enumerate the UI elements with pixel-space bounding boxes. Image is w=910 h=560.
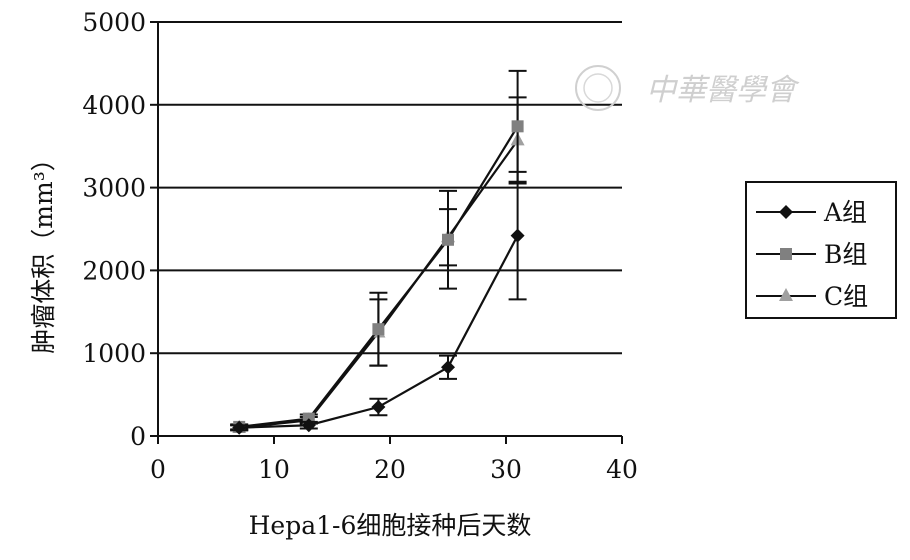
data-point xyxy=(371,400,386,415)
y-tick-label-3000: 3000 xyxy=(82,174,146,203)
series-1 xyxy=(230,170,527,435)
legend: A组 B组 C组 xyxy=(745,181,897,319)
y-axis-title: 肿瘤体积（mm³） xyxy=(29,146,58,353)
y-tick-label-5000: 5000 xyxy=(82,8,146,37)
data-point xyxy=(372,323,385,336)
series-line xyxy=(239,139,519,429)
data-point xyxy=(232,420,247,435)
axes xyxy=(150,21,623,444)
legend-box xyxy=(745,181,897,319)
data-point xyxy=(441,360,455,375)
y-tick-label-4000: 4000 xyxy=(82,91,146,120)
y-tick-label-2000: 2000 xyxy=(82,256,146,285)
x-tick-label-20: 20 xyxy=(374,455,406,484)
data-point xyxy=(510,228,525,243)
watermark-seal-inner xyxy=(583,73,613,103)
x-tick-label-0: 0 xyxy=(150,455,166,484)
legend-marker xyxy=(779,205,793,219)
data-point xyxy=(511,120,524,133)
legend-label: C组 xyxy=(824,282,868,311)
tick-labels: 0 1000 2000 3000 4000 5000 0 10 20 30 40 xyxy=(82,8,638,484)
grid-lines xyxy=(158,21,622,355)
legend-marker xyxy=(780,248,792,260)
watermark-seal-icon xyxy=(575,65,621,111)
series-3 xyxy=(230,96,527,433)
legend-item-3: C组 xyxy=(756,282,868,311)
legend-marker xyxy=(779,288,793,301)
y-tick-label-1000: 1000 xyxy=(82,339,146,368)
legend-label: B组 xyxy=(824,240,867,269)
legend-item-2: B组 xyxy=(756,240,867,269)
x-axis-title: Hepa1-6细胞接种后天数 xyxy=(249,511,532,540)
series-line xyxy=(239,125,519,428)
legend-label: A组 xyxy=(823,198,867,227)
series-2 xyxy=(230,69,527,433)
x-tick-label-10: 10 xyxy=(258,455,290,484)
x-tick-label-30: 30 xyxy=(490,455,522,484)
x-tick-label-40: 40 xyxy=(606,455,638,484)
watermark-text: 中華醫學會 xyxy=(646,73,800,108)
series-layer xyxy=(230,69,527,435)
legend-item-1: A组 xyxy=(756,198,867,227)
watermark-logo: 中華醫學會 xyxy=(575,65,800,111)
data-point xyxy=(301,418,316,433)
y-tick-label-0: 0 xyxy=(130,422,146,451)
data-point xyxy=(442,233,454,246)
